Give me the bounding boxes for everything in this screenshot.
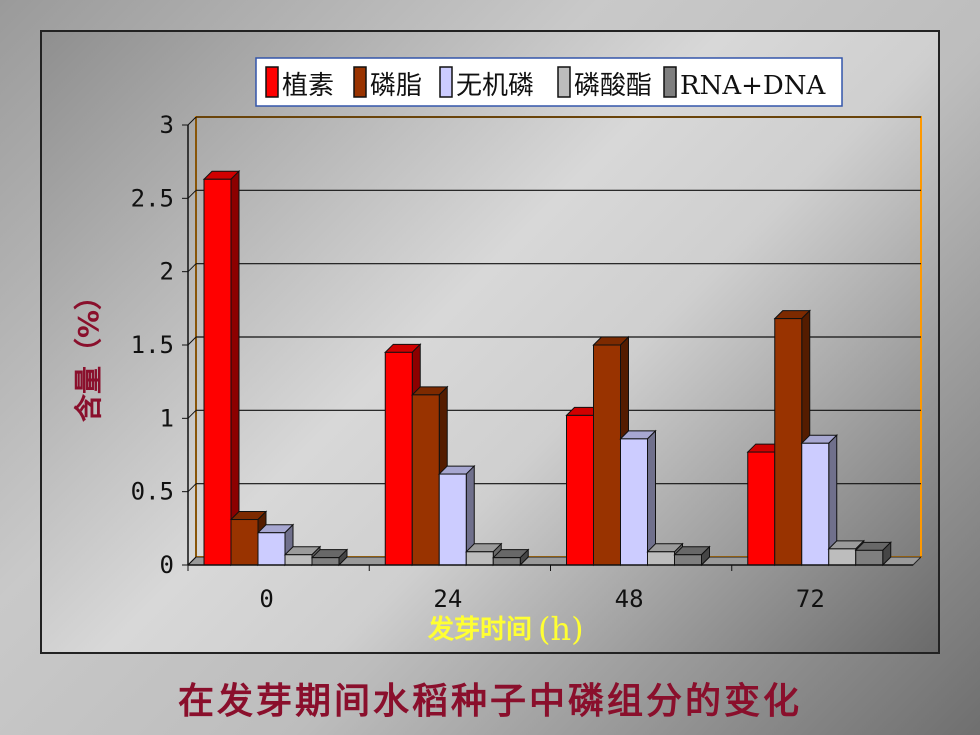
y-tick-diag [187,336,197,346]
bar-front [492,557,521,566]
legend-label: 磷酸酯 [574,71,652,101]
x-tick-label: 72 [796,585,825,613]
bar [310,548,349,567]
y-tick-diag [187,556,197,566]
chart-frame: 0 0.5 1 1.5 2 2.5 3 0 24 48 72 含量（%） 发芽时间 (h) 植素 磷脂 无机磷… [40,30,940,654]
y-tick-diag [187,116,197,126]
legend-label: 无机磷 [456,71,534,101]
legend-label: 植素 [282,71,334,101]
bar-front [593,344,621,566]
bar-front [257,532,286,566]
x-axis-unit: (h) [538,610,584,648]
y-tick-label: 0 [160,551,174,579]
y-tick-label: 1 [160,404,174,432]
bar [619,429,657,567]
bar-front [411,394,440,566]
legend-label: 磷脂 [370,71,422,101]
y-tick-label: 2.5 [131,184,174,212]
legend-label: RNA+DNA [680,71,826,101]
y-tick-label: 3 [160,111,174,139]
bar-front [747,451,776,566]
bar-front [230,519,259,566]
slide-caption: 在发芽期间水稻种子中磷组分的变化 [177,681,802,722]
chart: 0 0.5 1 1.5 2 2.5 3 0 24 48 72 含量（%） 发芽时间 (h) 植素 磷脂 无机磷… [72,57,923,648]
bar-front [384,351,413,566]
bar [773,309,811,567]
bar-front [311,557,340,566]
bar-front [203,178,232,566]
x-tick-label: 24 [433,585,462,613]
bar-front [828,548,857,566]
bar [492,548,530,567]
bar-front [674,554,702,566]
y-tick-diag [187,483,197,493]
legend-swatch [439,66,453,98]
legend-swatch [663,66,677,98]
x-tick-label: 48 [615,585,644,613]
bar-side [230,170,240,567]
y-tick-label: 2 [160,258,174,286]
x-tick-label: 0 [259,585,273,613]
bar [800,434,838,567]
bar-front [620,438,648,566]
bar-front [465,551,494,566]
y-tick-diag [187,189,197,199]
bar-front [566,414,594,566]
bar-front [284,554,313,566]
bar-front [438,473,467,566]
bar-front [801,442,830,566]
y-tick-label: 0.5 [131,478,174,506]
legend-swatch [265,66,279,98]
bar-front [855,549,884,566]
y-tick-label: 1.5 [131,331,174,359]
bar [673,545,711,567]
bar [854,541,892,567]
bar-front [647,551,675,566]
bar [438,464,476,567]
legend-swatch [353,66,367,98]
bar [465,542,503,567]
bar-front [774,318,803,566]
bar [202,170,241,567]
x-axis-title: 发芽时间 [427,614,532,645]
legend-swatch [557,66,571,98]
y-tick-diag [187,263,197,273]
y-tick-diag [187,409,197,419]
y-axis-title: 含量（%） [72,282,105,422]
